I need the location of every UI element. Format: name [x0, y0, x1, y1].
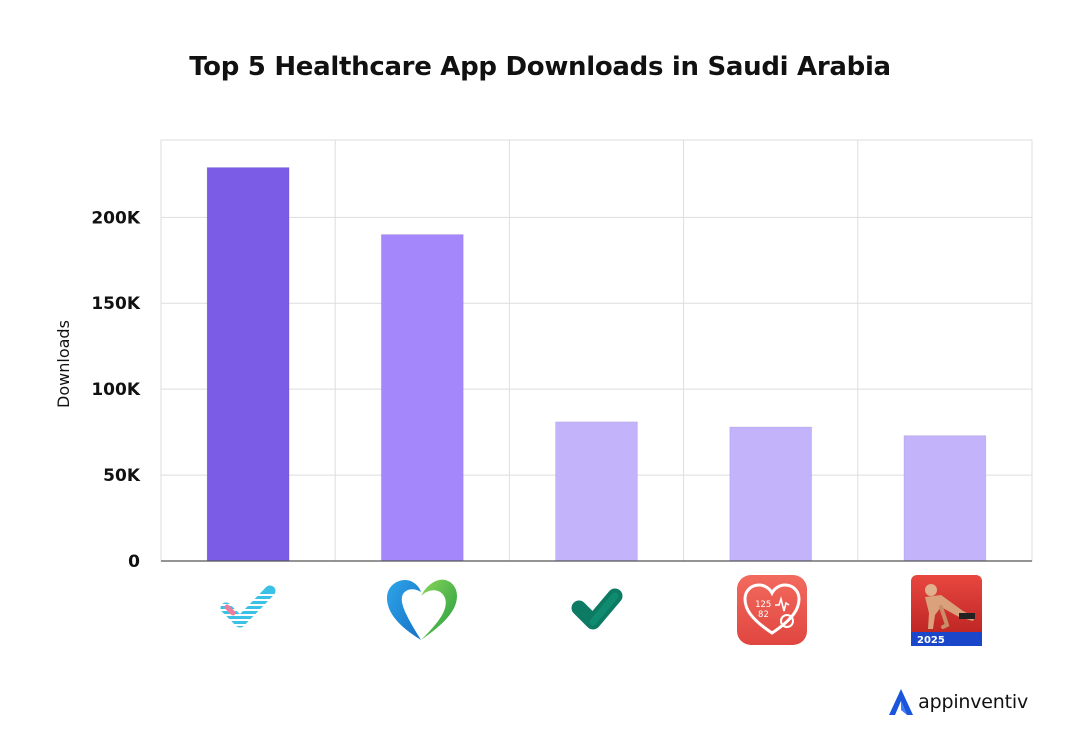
y-tick-label: 150K: [91, 294, 140, 314]
svg-text:82: 82: [758, 610, 769, 620]
y-tick-label: 200K: [91, 208, 140, 228]
y-axis-label: Downloads: [54, 320, 73, 408]
svg-text:125: 125: [755, 600, 771, 610]
blood-pressure-icon: 125 82: [737, 575, 807, 645]
bar-1: [206, 166, 290, 562]
brand-logo: appinventiv: [888, 688, 1028, 716]
bar-5: [903, 435, 987, 562]
pushup-fitness-icon: 2025: [911, 575, 982, 646]
brand-name: appinventiv: [918, 691, 1028, 713]
chart-title: Top 5 Healthcare App Downloads in Saudi …: [189, 52, 891, 82]
bp-readout-icon: 125 82: [755, 600, 771, 620]
icon-badge-year: 2025: [917, 635, 945, 646]
bar-2: [380, 234, 464, 562]
axis-layer: 0 50K 100K 150K 200K: [91, 208, 1032, 572]
bar-3: [555, 421, 638, 562]
bars-layer: [206, 166, 987, 562]
heart-icon: [387, 579, 457, 640]
appinventiv-logo-icon: [889, 689, 914, 715]
green-check-icon: [571, 588, 623, 630]
bar-4: [729, 426, 813, 562]
y-tick-label: 100K: [91, 380, 140, 400]
y-tick-label: 50K: [103, 466, 141, 486]
checkmark-stripes-icon: [220, 585, 276, 628]
y-tick-label: 0: [128, 552, 140, 572]
